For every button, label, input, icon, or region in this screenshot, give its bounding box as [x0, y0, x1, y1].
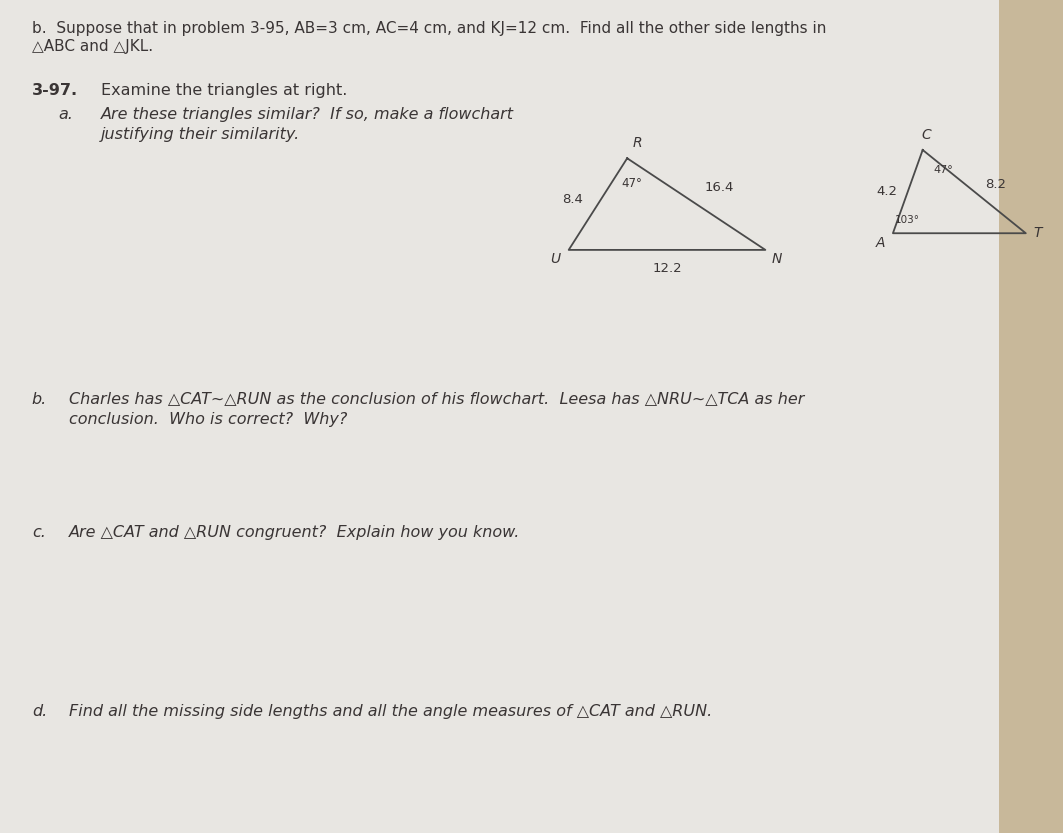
Text: conclusion.  Who is correct?  Why?: conclusion. Who is correct? Why?: [69, 412, 348, 427]
Text: T: T: [1033, 227, 1042, 240]
Text: 8.4: 8.4: [562, 193, 583, 207]
Text: R: R: [632, 136, 642, 150]
Text: 16.4: 16.4: [705, 181, 735, 194]
Text: justifying their similarity.: justifying their similarity.: [101, 127, 300, 142]
Text: a.: a.: [58, 107, 73, 122]
Text: 4.2: 4.2: [876, 185, 897, 198]
Text: c.: c.: [32, 525, 46, 540]
Text: Charles has △CAT~△RUN as the conclusion of his flowchart.  Leesa has △NRU~△TCA a: Charles has △CAT~△RUN as the conclusion …: [69, 392, 805, 407]
Text: 47°: 47°: [622, 177, 643, 190]
Text: Examine the triangles at right.: Examine the triangles at right.: [101, 83, 348, 98]
Text: 8.2: 8.2: [984, 178, 1006, 192]
Text: U: U: [550, 252, 560, 267]
Text: d.: d.: [32, 704, 47, 719]
Text: C: C: [921, 127, 931, 142]
Text: Find all the missing side lengths and all the angle measures of △CAT and △RUN.: Find all the missing side lengths and al…: [69, 704, 712, 719]
Text: 47°: 47°: [933, 165, 954, 175]
Text: Are △CAT and △RUN congruent?  Explain how you know.: Are △CAT and △RUN congruent? Explain how…: [69, 525, 521, 540]
Text: b.: b.: [32, 392, 47, 407]
Text: △ABC and △JKL.: △ABC and △JKL.: [32, 39, 153, 54]
Text: A: A: [876, 236, 885, 250]
Text: 103°: 103°: [895, 215, 921, 225]
Text: N: N: [772, 252, 782, 267]
FancyBboxPatch shape: [0, 0, 999, 833]
Text: 12.2: 12.2: [653, 262, 681, 276]
Text: 3-97.: 3-97.: [32, 83, 78, 98]
Text: b.  Suppose that in problem 3-95, AB=3 cm, AC=4 cm, and KJ=12 cm.  Find all the : b. Suppose that in problem 3-95, AB=3 cm…: [32, 21, 826, 36]
Text: Are these triangles similar?  If so, make a flowchart: Are these triangles similar? If so, make…: [101, 107, 514, 122]
